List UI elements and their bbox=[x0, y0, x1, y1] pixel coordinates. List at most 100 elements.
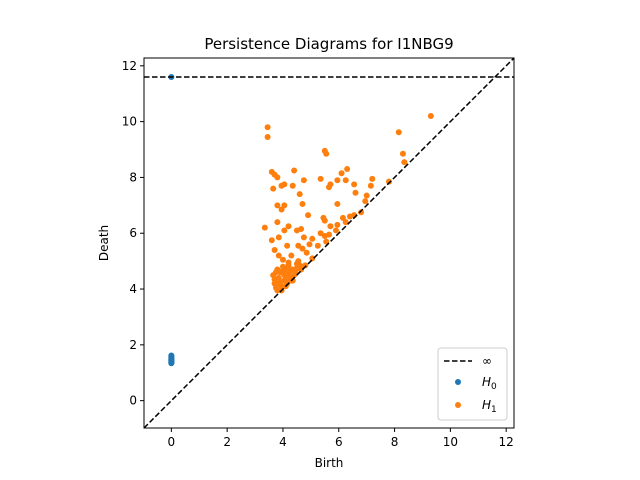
h1-point bbox=[275, 234, 282, 241]
h1-point bbox=[275, 252, 282, 259]
points-layer bbox=[168, 73, 434, 367]
h1-point bbox=[281, 181, 288, 188]
h1-point bbox=[367, 182, 374, 189]
legend-h0-label-main: H bbox=[482, 375, 491, 389]
h1-point bbox=[334, 200, 341, 207]
h1-point bbox=[268, 237, 275, 244]
h1-point bbox=[261, 224, 268, 231]
legend-h1-label-main: H bbox=[482, 398, 491, 412]
x-tick-label: 12 bbox=[499, 435, 514, 449]
legend: ∞ H0 H1 bbox=[437, 347, 508, 421]
h1-point bbox=[298, 226, 305, 233]
h1-point bbox=[274, 280, 281, 287]
h1-point bbox=[362, 198, 369, 205]
h1-point bbox=[281, 202, 288, 209]
chart-title: Persistence Diagrams for I1NBG9 bbox=[204, 35, 453, 53]
h1-point bbox=[284, 242, 291, 249]
h1-point bbox=[264, 124, 271, 131]
legend-h1-label-sub: 1 bbox=[491, 405, 497, 415]
h1-point bbox=[327, 223, 334, 230]
h1-point bbox=[288, 252, 295, 259]
h1-point bbox=[281, 277, 288, 284]
h1-point bbox=[358, 209, 365, 216]
y-tick-label: 6 bbox=[129, 226, 137, 240]
h1-point bbox=[291, 167, 298, 174]
h1-point bbox=[289, 182, 296, 189]
y-tick-label: 10 bbox=[122, 115, 137, 129]
y-tick-label: 2 bbox=[129, 338, 137, 352]
h1-point bbox=[385, 178, 392, 185]
h1-point bbox=[309, 235, 316, 242]
h1-point bbox=[401, 159, 408, 166]
legend-h0-label-sub: 0 bbox=[491, 382, 497, 392]
h1-point bbox=[332, 227, 339, 234]
x-tick-label: 2 bbox=[223, 435, 231, 449]
h1-point bbox=[285, 223, 292, 230]
h1-point bbox=[395, 129, 402, 136]
h1-point bbox=[369, 175, 376, 182]
h1-point bbox=[334, 221, 341, 228]
h1-point bbox=[323, 150, 330, 157]
x-tick-label: 6 bbox=[335, 435, 343, 449]
h1-point bbox=[342, 177, 349, 184]
h1-point bbox=[296, 191, 303, 198]
x-tick-label: 0 bbox=[168, 435, 176, 449]
h1-point bbox=[334, 177, 341, 184]
y-axis-ticks: 0 2 4 6 8 10 12 bbox=[122, 59, 144, 408]
h1-point bbox=[306, 241, 313, 248]
h1-point bbox=[300, 177, 307, 184]
h1-point bbox=[326, 231, 332, 238]
y-tick-label: 8 bbox=[129, 170, 137, 184]
y-axis-label: Death bbox=[97, 225, 111, 261]
legend-h0-label: H0 bbox=[482, 375, 497, 392]
h1-point bbox=[274, 287, 281, 294]
h1-point bbox=[399, 150, 406, 157]
legend-box bbox=[437, 347, 508, 421]
h1-point bbox=[274, 174, 281, 181]
h1-point bbox=[279, 256, 286, 263]
legend-h0-swatch bbox=[455, 379, 461, 385]
plot-area bbox=[143, 57, 515, 429]
legend-h1-swatch bbox=[455, 402, 461, 408]
h1-point bbox=[314, 242, 321, 249]
h1-point bbox=[274, 202, 281, 209]
h1-point bbox=[352, 189, 359, 196]
h1-point bbox=[285, 259, 292, 266]
h0-point bbox=[168, 360, 175, 367]
h1-point bbox=[305, 212, 312, 219]
h1-point bbox=[299, 200, 306, 207]
diagonal-line bbox=[143, 57, 515, 429]
h1-point bbox=[303, 249, 310, 256]
h1-point bbox=[293, 260, 300, 267]
x-tick-label: 10 bbox=[443, 435, 458, 449]
x-tick-label: 4 bbox=[279, 435, 287, 449]
lines-layer bbox=[143, 57, 515, 429]
h1-point bbox=[427, 113, 434, 120]
x-axis-label: Birth bbox=[315, 456, 344, 470]
h1-point bbox=[342, 219, 349, 226]
x-tick-label: 8 bbox=[391, 435, 399, 449]
h1-point bbox=[338, 170, 345, 177]
x-axis-ticks: 0 2 4 6 8 10 12 bbox=[168, 428, 514, 449]
h1-point bbox=[300, 234, 307, 241]
h1-point bbox=[274, 266, 281, 273]
y-tick-label: 12 bbox=[122, 59, 137, 73]
h1-point bbox=[309, 255, 316, 262]
h1-point bbox=[274, 219, 281, 226]
y-tick-label: 4 bbox=[129, 282, 137, 296]
h1-point bbox=[271, 246, 278, 253]
h1-point bbox=[363, 192, 370, 199]
plot-frame bbox=[143, 57, 515, 429]
h1-point bbox=[351, 181, 358, 188]
h1-point bbox=[344, 166, 351, 173]
legend-infinity-label: ∞ bbox=[482, 354, 492, 368]
legend-h1-label: H1 bbox=[482, 398, 497, 415]
h1-point bbox=[323, 238, 330, 245]
h1-point bbox=[326, 184, 332, 191]
h1-point bbox=[270, 185, 277, 192]
h1-point bbox=[321, 217, 328, 224]
h1-point bbox=[317, 175, 324, 182]
h1-point bbox=[286, 267, 293, 274]
h1-point bbox=[299, 245, 306, 252]
